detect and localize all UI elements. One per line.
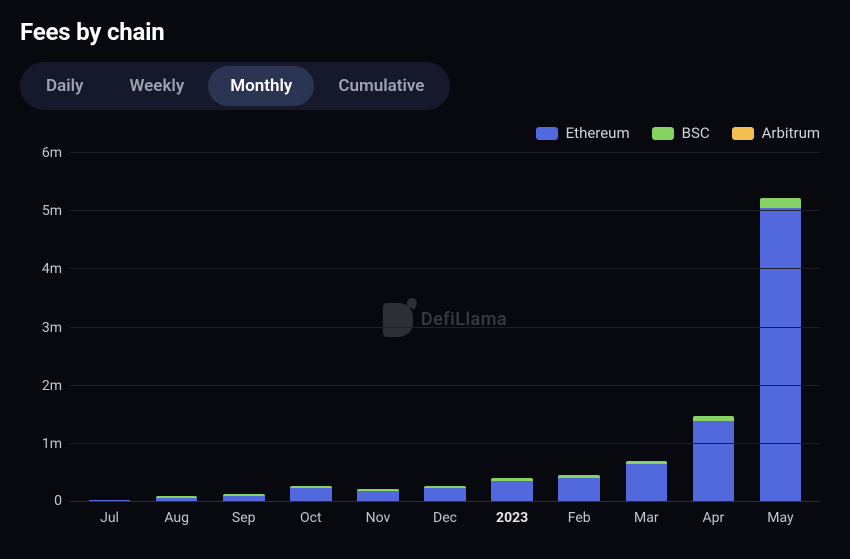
bar-segment-ethereum [558,478,600,501]
bar-aug[interactable] [156,496,198,501]
chart-panel: Fees by chain DailyWeeklyMonthlyCumulati… [0,0,850,542]
y-axis-label: 2m [42,378,62,394]
bar-dec[interactable] [424,486,466,501]
legend-label: Arbitrum [762,124,820,142]
y-axis-label: 1m [42,436,62,452]
bar-oct[interactable] [290,486,332,501]
x-axis-label: May [747,502,814,532]
bar-segment-ethereum [290,488,332,501]
x-axis-label: Aug [143,502,210,532]
x-axis-label: Mar [613,502,680,532]
gridline: 2m [70,385,820,386]
chart-area: DefiLlama 01m2m3m4m5m6m JulAugSepOctNovD… [20,152,830,532]
x-axis-label: 2023 [479,502,546,532]
bar-segment-ethereum [223,496,265,501]
gridline: 4m [70,268,820,269]
gridline: 6m [70,152,820,153]
y-axis-label: 3m [42,320,62,336]
gridline: 5m [70,210,820,211]
bar-segment-bsc [760,198,802,208]
y-axis-label: 0 [54,493,62,509]
bar-segment-ethereum [760,208,802,501]
plot-area: DefiLlama 01m2m3m4m5m6m [70,152,820,502]
x-axis-label: Nov [344,502,411,532]
x-axis: JulAugSepOctNovDec2023FebMarAprMay [70,502,820,532]
legend-label: BSC [682,124,710,142]
y-axis-label: 6m [42,145,62,161]
bar-2023[interactable] [491,478,533,501]
legend-label: Ethereum [566,124,630,142]
legend-swatch-bsc [652,127,674,140]
bar-segment-ethereum [156,498,198,502]
x-axis-label: Oct [277,502,344,532]
bar-feb[interactable] [558,475,600,501]
bar-sep[interactable] [223,494,265,501]
gridline: 3m [70,327,820,328]
bar-segment-ethereum [693,421,735,502]
x-axis-label: Apr [680,502,747,532]
x-axis-label: Feb [546,502,613,532]
tab-cumulative[interactable]: Cumulative [316,66,446,106]
interval-tabs: DailyWeeklyMonthlyCumulative [20,62,450,110]
bar-apr[interactable] [693,416,735,501]
gridline: 1m [70,443,820,444]
legend-item-bsc[interactable]: BSC [652,124,710,142]
bar-segment-ethereum [424,488,466,501]
tab-monthly[interactable]: Monthly [208,66,314,106]
bar-mar[interactable] [626,461,668,501]
x-axis-label: Sep [210,502,277,532]
y-axis-label: 4m [42,261,62,277]
tab-daily[interactable]: Daily [24,66,105,106]
bar-segment-ethereum [357,491,399,502]
legend-item-arbitrum[interactable]: Arbitrum [732,124,820,142]
chart-legend: Ethereum BSC Arbitrum [20,124,830,142]
tab-weekly[interactable]: Weekly [107,66,206,106]
legend-swatch-ethereum [536,127,558,140]
x-axis-label: Dec [411,502,478,532]
bar-jul[interactable] [89,500,131,501]
bar-segment-ethereum [491,481,533,501]
legend-item-ethereum[interactable]: Ethereum [536,124,630,142]
y-axis-label: 5m [42,203,62,219]
bar-nov[interactable] [357,489,399,501]
legend-swatch-arbitrum [732,127,754,140]
bar-segment-ethereum [89,500,131,501]
x-axis-label: Jul [76,502,143,532]
page-title: Fees by chain [20,18,830,46]
bar-may[interactable] [760,198,802,501]
bar-segment-ethereum [626,464,668,501]
